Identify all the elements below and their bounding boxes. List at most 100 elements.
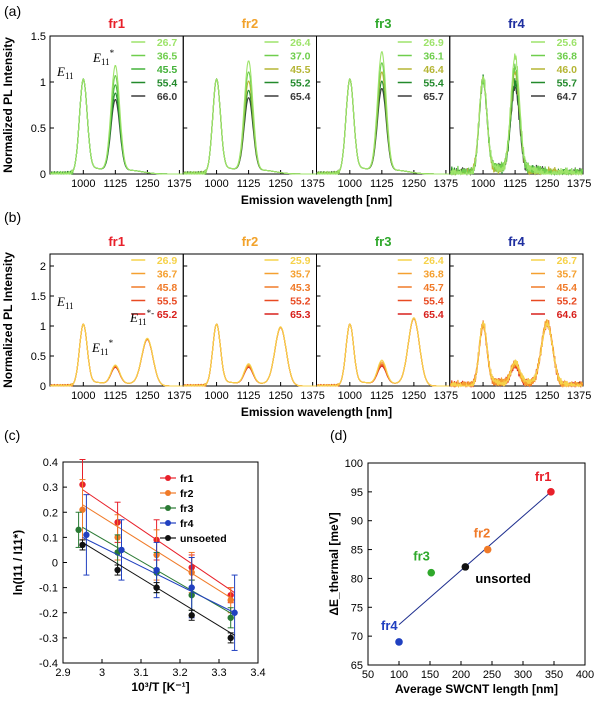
legend-marker: [165, 475, 171, 481]
x-tick-label: 1125: [237, 178, 261, 190]
spectrum-line: [316, 51, 450, 175]
legend-label: 45.5: [290, 64, 311, 76]
x-tick-label: 1250: [402, 390, 426, 402]
y-axis-label: ΔE_thermal [meV]: [327, 512, 341, 615]
point-label: fr3: [413, 549, 430, 564]
x-tick-label: 1000: [338, 390, 362, 402]
data-point: [114, 566, 121, 574]
subpanel-title: fr2: [242, 234, 259, 249]
x-tick-label: 1375: [300, 390, 324, 402]
peak-symbol: E: [91, 340, 100, 355]
spectrum-line: [449, 320, 584, 389]
x-tick-label: 1250: [135, 390, 159, 402]
y-tick-label: 0.2: [43, 507, 58, 519]
x-tick-label: 1250: [535, 178, 559, 190]
x-tick-label: 1125: [370, 178, 394, 190]
subpanel-title: fr3: [375, 16, 392, 31]
x-tick-label: 1375: [434, 178, 458, 190]
y-tick-label: 0.5: [31, 123, 46, 135]
y-tick-label: 100: [345, 458, 363, 470]
legend-label: 26.7: [157, 37, 178, 49]
data-point: [231, 609, 238, 616]
legend-label: 46.0: [557, 64, 578, 76]
legend-label: 55.5: [157, 296, 178, 308]
peak-label-e11-star: E11*: [92, 48, 115, 67]
spectrum-line: [317, 317, 450, 387]
legend-label: 45.7: [423, 282, 444, 294]
y-tick-label: 0.4: [43, 457, 58, 469]
x-tick-label: 400: [576, 669, 594, 681]
x-tick-label: 50: [362, 669, 374, 681]
legend-label: 36.7: [157, 269, 178, 281]
x-tick-label: 150: [421, 669, 439, 681]
legend-label: fr3: [180, 503, 194, 515]
data-point: [227, 634, 234, 642]
legend-label: 36.8: [557, 51, 578, 63]
legend-label: 26.9: [423, 37, 444, 49]
peak-subscript: 11: [138, 317, 147, 327]
data-point: [227, 596, 234, 604]
y-tick-label: 0.3: [43, 482, 58, 494]
legend-label: 45.4: [557, 282, 578, 294]
legend-label: 26.4: [423, 255, 444, 267]
data-point: [79, 541, 86, 549]
x-tick-label: 1000: [471, 390, 495, 402]
point-label: fr2: [474, 526, 491, 541]
legend-label: 55.7: [557, 78, 578, 90]
spectrum-line: [183, 323, 316, 387]
y-tick-label: 1: [40, 321, 46, 333]
legend-label: 66.0: [157, 91, 178, 103]
x-tick-label: 1000: [71, 178, 95, 190]
panel-label: (a): [4, 3, 21, 19]
legend-label: 55.4: [423, 78, 444, 90]
x-tick-label: 1125: [503, 178, 527, 190]
x-axis-label: Emission wavelength [nm]: [241, 193, 392, 207]
peak-label-e11-star: E11*: [91, 338, 114, 357]
x-tick-label: 1375: [567, 390, 591, 402]
spectrum-line: [449, 319, 584, 389]
spectrum-line: [316, 317, 450, 387]
data-point: [153, 566, 160, 574]
legend-label: 35.7: [290, 269, 311, 281]
legend-label: 65.3: [290, 309, 311, 321]
peak-subscript: 11: [65, 301, 74, 311]
subpanel-title: fr4: [508, 16, 525, 31]
legend-label: fr2: [180, 488, 194, 500]
spectrum-line: [183, 323, 316, 387]
spectrum-line: [183, 60, 316, 175]
fit-line: [398, 491, 552, 625]
legend-label: 65.4: [423, 309, 444, 321]
legend-label: 55.4: [423, 296, 444, 308]
x-tick-label: 1250: [535, 390, 559, 402]
data-point: [75, 526, 82, 534]
x-tick-label: 350: [545, 669, 563, 681]
peak-symbol: E: [129, 310, 138, 325]
panel-label: (c): [4, 427, 20, 443]
x-axis-label: Average SWCNT length [nm]: [395, 682, 558, 696]
y-tick-label: 0: [40, 169, 46, 181]
legend-marker: [165, 490, 171, 496]
point-label: fr4: [381, 618, 398, 633]
data-point: [227, 614, 234, 621]
spectrum-line: [50, 323, 183, 387]
fit-line: [82, 536, 235, 614]
data-point: [461, 563, 470, 571]
peak-label-e11: E11: [56, 64, 74, 81]
point-label: unsorted: [475, 571, 531, 586]
legend-label: 45.5: [157, 64, 178, 76]
legend-label: 36.5: [157, 51, 178, 63]
x-tick-label: 1250: [268, 178, 292, 190]
x-tick-label: 3.4: [250, 667, 265, 679]
spectrum-line: [449, 320, 584, 389]
legend-label: 65.2: [157, 309, 178, 321]
x-tick-label: 1000: [338, 178, 362, 190]
legend-marker: [165, 505, 171, 511]
spectrum-line: [183, 323, 316, 387]
peak-subscript: 11: [101, 57, 110, 67]
spectrum-line: [450, 319, 583, 388]
legend-label: 25.6: [557, 37, 578, 49]
x-tick-label: 100: [390, 669, 408, 681]
y-tick-label: -0.4: [39, 658, 58, 670]
legend-label: 25.9: [290, 255, 311, 267]
y-axis-label: Normalized PL Intensity: [1, 37, 15, 173]
